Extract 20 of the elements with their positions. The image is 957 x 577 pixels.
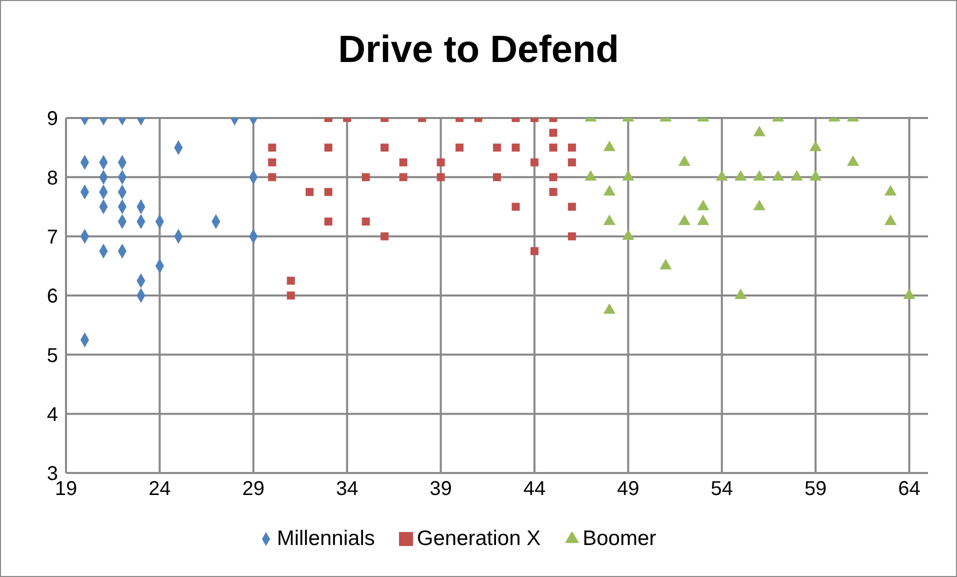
x-tick-label: 34: [336, 478, 358, 500]
legend-label: Millennials: [276, 527, 375, 550]
y-tick-label: 5: [46, 344, 58, 367]
chart-title: Drive to Defend: [337, 29, 620, 72]
x-tick-label: 24: [148, 478, 171, 500]
legend-label: Generation X: [416, 527, 541, 550]
y-tick-label: 6: [46, 286, 58, 308]
x-tick-label: 59: [804, 478, 827, 500]
legend-label: Boomer: [582, 527, 656, 550]
y-tick-label: 9: [46, 108, 58, 130]
y-tick-label: 4: [46, 404, 58, 426]
x-tick-label: 29: [242, 478, 265, 500]
x-tick-label: 64: [898, 478, 920, 500]
x-tick-label: 54: [710, 478, 733, 500]
y-tick-label: 8: [46, 167, 58, 190]
x-tick-label: 44: [523, 478, 546, 500]
y-tick-label: 3: [46, 463, 58, 486]
y-tick-label: 7: [46, 226, 58, 248]
x-tick-label: 49: [617, 478, 640, 500]
x-tick-label: 39: [430, 478, 452, 500]
